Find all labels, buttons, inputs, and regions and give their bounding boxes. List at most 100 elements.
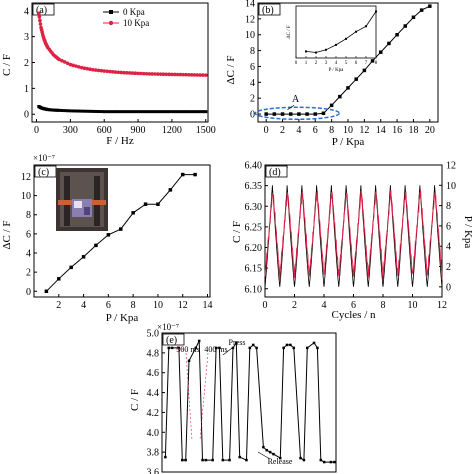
y-tick-label: 0 (250, 110, 255, 121)
data-point (395, 32, 399, 37)
data-point (82, 66, 87, 70)
y-tick-label: 4.4 (147, 388, 160, 399)
panel-d: 0 2 4 6 8 10 12 6.10 6.15 6.20 6.25 6.30 6.35 6.40 0 2 4… (231, 161, 474, 322)
data-point (161, 72, 166, 77)
data-point (329, 460, 333, 464)
data-point (170, 72, 174, 77)
y-tick-label: 2 (250, 94, 255, 105)
data-point (297, 112, 301, 116)
y2-tick-label: 12 (446, 161, 456, 172)
inset-data-point (365, 25, 367, 28)
data-point (69, 265, 73, 270)
data-point (403, 24, 408, 28)
x-tick-label: 0 (264, 125, 269, 136)
data-point (130, 71, 135, 75)
panel-c: 2 4 6 8 10 12 14 0 2 4 6 8 10 12 P / Kpa ΔC / F ×10⁻⁷ (c) (1, 153, 213, 324)
data-point (319, 458, 323, 462)
data-point (346, 86, 350, 90)
data-point (194, 346, 198, 350)
data-point (192, 110, 196, 114)
data-point (153, 110, 157, 114)
data-point (131, 211, 135, 215)
data-point (144, 71, 149, 76)
y2-tick-label: 10 (446, 181, 456, 192)
y-tick-label: 12 (245, 14, 255, 25)
annotation-dashed (185, 352, 193, 441)
data-point (110, 70, 115, 74)
capacitance-line (264, 189, 443, 281)
data-point (85, 109, 89, 113)
x-tick-label: 14 (203, 300, 213, 311)
data-point (192, 73, 197, 77)
panel-label: (b) (262, 5, 274, 16)
data-point (204, 458, 208, 462)
data-point (105, 69, 109, 74)
inset-x-tick-label: 4 (335, 61, 338, 66)
data-point (272, 452, 275, 456)
annotation-arrow (287, 105, 295, 110)
data-point (419, 8, 424, 12)
data-point (94, 109, 98, 113)
legend-label: 0 Kpa (123, 7, 145, 17)
y-tick-label: 6.35 (245, 181, 263, 192)
data-point (164, 72, 169, 77)
annotation-a: A (292, 94, 300, 105)
x-tick-label: 8 (381, 300, 386, 311)
y-tick-label: 6.20 (245, 243, 263, 254)
panel-label-box (162, 333, 185, 346)
device-photo (56, 168, 108, 231)
data-point (156, 110, 160, 114)
inset-x-tick-label: 3 (325, 61, 328, 66)
y-scale-multiplier: ×10⁻⁷ (157, 322, 179, 332)
data-point (127, 71, 132, 75)
data-point (181, 458, 184, 462)
data-point (91, 109, 95, 113)
data-point (57, 57, 61, 62)
x-tick-label: 10 (408, 300, 418, 311)
data-point (189, 73, 194, 77)
x-tick-label: 900 (131, 125, 146, 136)
data-point (322, 460, 326, 464)
inset-data-point (335, 43, 337, 46)
data-point (235, 341, 238, 345)
data-point (113, 110, 117, 114)
data-point (172, 72, 177, 77)
data-point (238, 455, 241, 459)
data-point (38, 18, 42, 23)
data-point (99, 110, 103, 114)
data-point (133, 110, 137, 114)
inset-plot: 0 1 2 3 4 5 6 7 8 P / Kpa ΔC / F (287, 5, 378, 73)
y-tick-label: 4.2 (147, 408, 160, 419)
y-tick-label: 3 (24, 32, 29, 43)
data-point (130, 110, 134, 114)
data-point (280, 112, 285, 116)
inset-data-point (325, 48, 327, 51)
legend-label: 10 Kpa (123, 18, 149, 28)
data-point (142, 110, 146, 114)
data-point (116, 110, 120, 114)
y-tick-label: 6.15 (245, 264, 263, 275)
data-point (136, 110, 140, 114)
data-point (88, 109, 92, 113)
x-tick-label: 18 (408, 125, 418, 136)
x-axis-title: F / Hz (106, 135, 134, 147)
data-point (88, 67, 92, 72)
data-point (119, 227, 123, 231)
inset-data-point (345, 37, 347, 40)
y-tick-label: 6.30 (245, 202, 263, 213)
data-point (312, 341, 316, 345)
data-point (139, 110, 143, 114)
data-point (68, 62, 73, 67)
data-point (221, 458, 225, 462)
legend-marker (108, 20, 114, 26)
x-tick-label: 4 (296, 125, 301, 136)
x-tick-label: 0 (263, 300, 268, 311)
data-point (203, 73, 208, 77)
y-tick-label: 6.25 (245, 222, 263, 233)
y2-tick-label: 4 (446, 242, 451, 253)
data-point (178, 110, 182, 114)
data-point (150, 110, 154, 114)
data-point (181, 72, 185, 77)
annotation-press: Press (229, 338, 246, 347)
